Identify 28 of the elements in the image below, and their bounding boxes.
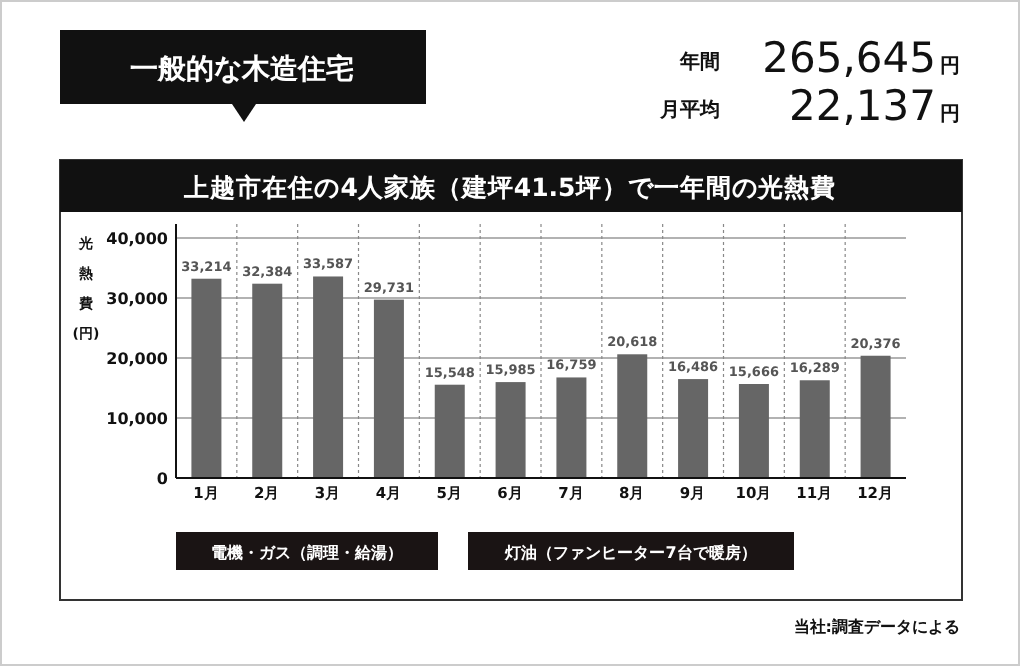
bar <box>799 380 830 478</box>
text: 円 <box>940 56 960 78</box>
bar <box>738 384 769 478</box>
y-tick-label: 20,000 <box>106 350 169 368</box>
text: 円 <box>940 104 960 126</box>
text: 一般的な木造住宅 <box>130 52 354 86</box>
bar <box>252 283 283 478</box>
text: 22,137 <box>789 82 936 130</box>
bar <box>495 382 526 478</box>
chart-title: 上越市在住の4人家族（建坪41.5坪）で一年間の光熱費 <box>182 172 836 202</box>
bar <box>556 377 587 478</box>
text: 月平均 <box>658 98 720 122</box>
bar <box>860 355 891 478</box>
text: 年間 <box>678 50 720 74</box>
bar <box>313 276 344 478</box>
bar <box>191 278 222 478</box>
text: 灯油（ファンヒーター7台で暖房） <box>503 542 757 562</box>
text: 当社:調査データによる <box>793 618 960 636</box>
y-tick-label: 0 <box>156 470 169 488</box>
bar <box>373 299 404 478</box>
y-tick-label: 30,000 <box>106 290 169 308</box>
bar <box>434 384 465 478</box>
text: 265,645 <box>762 34 936 82</box>
y-tick-label: 40,000 <box>106 230 169 248</box>
bar <box>678 379 709 478</box>
y-tick-label: 10,000 <box>106 410 169 428</box>
text: 電機・ガス（調理・給湯） <box>211 544 403 562</box>
bar <box>617 354 648 478</box>
